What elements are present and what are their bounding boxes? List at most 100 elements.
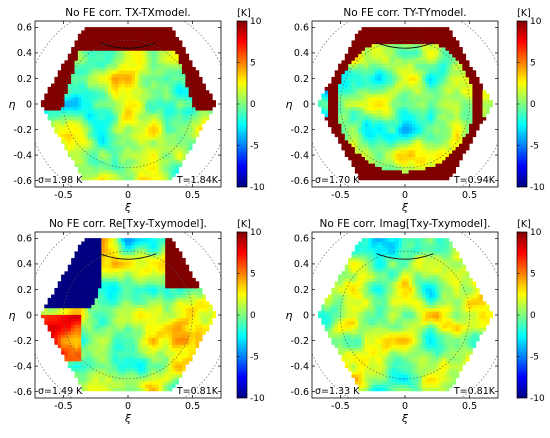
heatmap-cell <box>158 73 163 78</box>
heatmap-cell <box>64 357 69 362</box>
heatmap-cell <box>432 33 436 38</box>
heatmap-cell <box>51 297 55 302</box>
heatmap-cell <box>40 314 45 319</box>
heatmap-cell <box>448 53 453 58</box>
heatmap-cell <box>341 113 346 118</box>
heatmap-cell <box>118 331 122 335</box>
heatmap-cell <box>71 149 75 154</box>
heatmap-cell <box>195 76 200 81</box>
heatmap-cell <box>151 351 156 355</box>
heatmap-cell <box>98 47 102 51</box>
heatmap-cell <box>418 50 423 55</box>
heatmap-cell <box>64 100 69 104</box>
heatmap-cell <box>141 169 146 174</box>
heatmap-cell <box>54 86 59 91</box>
heatmap-cell <box>148 370 153 375</box>
heatmap-cell <box>391 110 396 114</box>
heatmap-cell <box>418 116 423 121</box>
heatmap-cell <box>138 337 143 342</box>
heatmap-cell <box>435 116 440 121</box>
heatmap-cell <box>84 113 89 118</box>
heatmap-cell <box>94 294 99 299</box>
heatmap-cell <box>124 301 129 305</box>
heatmap-cell <box>131 297 136 302</box>
heatmap-cell <box>64 294 69 299</box>
heatmap-cell <box>425 80 430 84</box>
heatmap-cell <box>442 156 446 161</box>
heatmap-cell <box>84 248 89 252</box>
heatmap-cell <box>472 133 477 138</box>
heatmap-cell <box>175 153 180 158</box>
heatmap-cell <box>348 53 352 58</box>
heatmap-cell <box>111 86 116 91</box>
heatmap-cell <box>348 83 352 88</box>
heatmap-cell <box>131 244 136 249</box>
heatmap-cell <box>354 120 359 124</box>
heatmap-cell <box>94 244 99 249</box>
heatmap-cell <box>124 159 129 164</box>
heatmap-cell <box>448 70 453 75</box>
heatmap-cell <box>141 76 146 81</box>
heatmap-cell <box>81 264 85 269</box>
heatmap-cell <box>161 66 166 71</box>
heatmap-cell <box>334 80 339 84</box>
heatmap-cell <box>398 50 403 55</box>
heatmap-cell <box>158 80 163 84</box>
heatmap-cell <box>371 37 376 41</box>
heatmap-cell <box>145 66 149 71</box>
heatmap-cell <box>158 76 163 81</box>
heatmap-cell <box>155 133 159 138</box>
heatmap-cell <box>148 380 153 385</box>
heatmap-cell <box>118 387 122 392</box>
heatmap-cell <box>104 341 109 345</box>
heatmap-cell <box>98 43 102 48</box>
heatmap-cell <box>462 63 467 68</box>
heatmap-cell <box>148 156 153 161</box>
heatmap-cell <box>344 90 349 94</box>
heatmap-cell <box>134 47 139 51</box>
heatmap-cell <box>141 387 146 392</box>
heatmap-cell <box>358 37 362 41</box>
heatmap-cell <box>84 304 89 309</box>
heatmap-cell <box>104 274 109 279</box>
heatmap-cell <box>442 90 446 94</box>
heatmap-cell <box>334 133 339 138</box>
heatmap-cell <box>455 43 460 48</box>
heatmap-cell <box>422 30 426 35</box>
heatmap-cell <box>67 146 72 151</box>
heatmap-cell <box>165 110 169 114</box>
heatmap-cell <box>138 317 143 322</box>
heatmap-cell <box>202 116 206 121</box>
heatmap-cell <box>124 60 129 65</box>
heatmap-cell <box>358 116 362 121</box>
heatmap-cell <box>61 311 65 315</box>
heatmap-cell <box>134 291 139 295</box>
heatmap-cell <box>87 80 92 84</box>
heatmap-cell <box>64 106 69 111</box>
heatmap-cell <box>91 156 96 161</box>
heatmap-cell <box>438 47 443 51</box>
heatmap-cell <box>188 120 193 124</box>
heatmap-cell <box>108 53 112 58</box>
heatmap-cell <box>391 40 396 45</box>
heatmap-cell <box>111 66 116 71</box>
heatmap-cell <box>371 106 376 111</box>
heatmap-cell <box>422 159 426 164</box>
heatmap-cell <box>87 159 92 164</box>
heatmap-cell <box>381 90 386 94</box>
heatmap-cell <box>114 169 119 174</box>
heatmap-cell <box>458 60 463 65</box>
heatmap-cell <box>114 93 119 98</box>
heatmap-cell <box>118 96 122 101</box>
heatmap-cell <box>364 66 369 71</box>
heatmap-cell <box>67 60 72 65</box>
heatmap-cell <box>111 163 116 167</box>
heatmap-cell <box>358 30 362 35</box>
heatmap-cell <box>151 357 156 362</box>
heatmap-cell <box>81 294 85 299</box>
heatmap-cell <box>98 364 102 369</box>
heatmap-cell <box>401 73 406 78</box>
heatmap-cell <box>381 166 386 171</box>
heatmap-cell <box>134 30 139 35</box>
heatmap-cell <box>375 33 379 38</box>
